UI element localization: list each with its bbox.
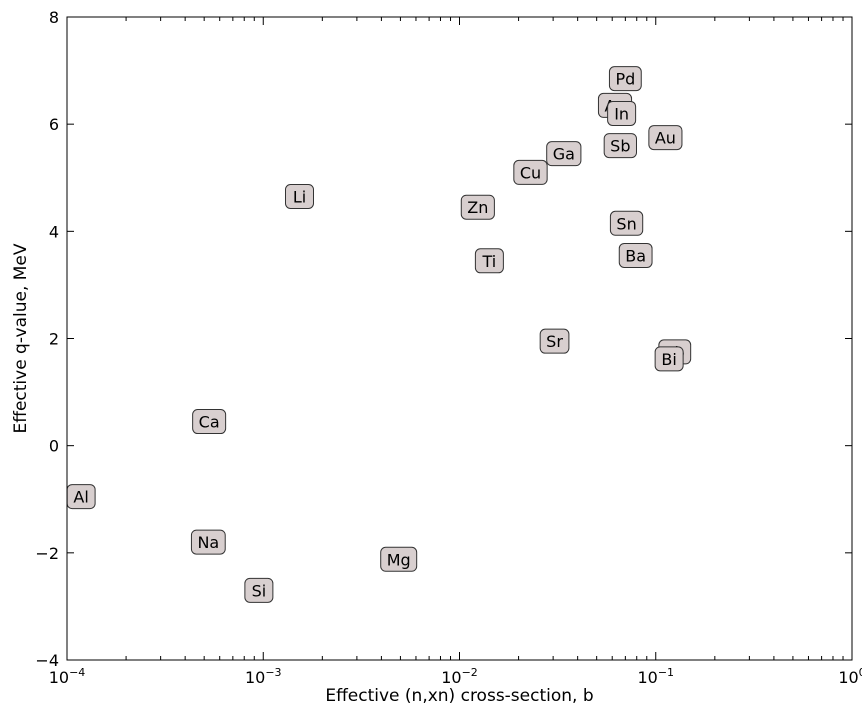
- point-label: Bi: [661, 350, 676, 369]
- y-tick-label: −2: [35, 544, 59, 563]
- x-tick-label: 10−1: [637, 666, 674, 687]
- point-label: Al: [73, 488, 88, 507]
- x-tick-label: 10−4: [49, 666, 86, 687]
- data-point: Na: [190, 529, 226, 555]
- x-tick-exponent: −3: [265, 666, 281, 679]
- y-tick-label: 0: [49, 437, 59, 456]
- plot-frame: [66, 16, 853, 661]
- y-tick-label: 8: [49, 8, 59, 27]
- point-label: Si: [252, 581, 267, 600]
- data-point: Sb: [603, 133, 637, 159]
- point-box: [609, 210, 644, 236]
- point-box: [284, 184, 314, 210]
- point-box: [539, 328, 570, 354]
- data-point: Si: [244, 577, 274, 603]
- point-label: Ga: [553, 145, 575, 164]
- point-box: [460, 194, 495, 220]
- x-tick-exponent: −4: [69, 666, 85, 679]
- data-point: Au: [648, 125, 683, 151]
- point-label: Na: [197, 533, 219, 552]
- point-box: [244, 577, 274, 603]
- point-box: [648, 125, 683, 151]
- point-label: Au: [655, 129, 676, 148]
- point-box: [192, 409, 227, 435]
- data-point: Ca: [192, 409, 227, 435]
- point-box: [474, 248, 504, 274]
- data-point: Ti: [474, 248, 504, 274]
- data-point: Mg: [380, 546, 418, 572]
- point-box: [607, 100, 637, 126]
- x-tick-exponent: 0: [859, 666, 862, 679]
- point-box: [603, 133, 637, 159]
- x-tick-label: 100: [838, 666, 862, 687]
- point-label: Sr: [546, 332, 563, 351]
- data-point: Sr: [539, 328, 570, 354]
- data-point: Bi: [654, 346, 684, 372]
- point-box: [513, 159, 548, 185]
- point-label: Sb: [610, 137, 630, 156]
- point-label: Mg: [387, 550, 411, 569]
- x-tick-base: 10: [245, 668, 265, 687]
- x-tick-base: 10: [838, 668, 858, 687]
- data-point: Al: [66, 484, 96, 510]
- point-box: [546, 141, 582, 167]
- y-tick-label: 6: [49, 115, 59, 134]
- x-axis-label: Effective (n,xn) cross-section, b: [325, 686, 593, 706]
- data-point: Cu: [513, 159, 548, 185]
- point-label: Li: [293, 188, 306, 207]
- point-box: [608, 66, 642, 92]
- point-label: Ti: [482, 252, 497, 271]
- x-tick-base: 10: [441, 668, 461, 687]
- data-points: PdAgInAuSbGaCuLiZnSnBaTiSrPbBiCaAlNaMgSi: [66, 66, 692, 603]
- y-axis-label: Effective q-value, MeV: [11, 243, 31, 433]
- y-tick-label: 2: [49, 330, 59, 349]
- data-point: Li: [284, 184, 314, 210]
- x-tick-exponent: −1: [658, 666, 674, 679]
- point-label: Sn: [616, 214, 636, 233]
- x-tick-base: 10: [637, 668, 657, 687]
- y-tick-label: 4: [49, 222, 59, 241]
- point-box: [654, 346, 684, 372]
- point-label: Ca: [199, 413, 220, 432]
- point-label: In: [614, 104, 629, 123]
- data-point: Pd: [608, 66, 642, 92]
- point-label: Ba: [625, 246, 646, 265]
- y-tick-label: −4: [35, 651, 59, 670]
- x-tick-label: 10−2: [441, 666, 478, 687]
- point-box: [190, 529, 226, 555]
- data-point: In: [607, 100, 637, 126]
- data-point: Ba: [618, 242, 653, 268]
- data-point: Sn: [609, 210, 644, 236]
- point-box: [380, 546, 418, 572]
- data-point: Ga: [546, 141, 582, 167]
- x-tick-base: 10: [49, 668, 69, 687]
- point-label: Cu: [520, 163, 541, 182]
- point-label: Pd: [615, 70, 635, 89]
- data-point: Zn: [460, 194, 495, 220]
- x-tick-exponent: −2: [462, 666, 478, 679]
- x-tick-label: 10−3: [245, 666, 282, 687]
- point-box: [618, 242, 653, 268]
- point-label: Zn: [467, 198, 488, 217]
